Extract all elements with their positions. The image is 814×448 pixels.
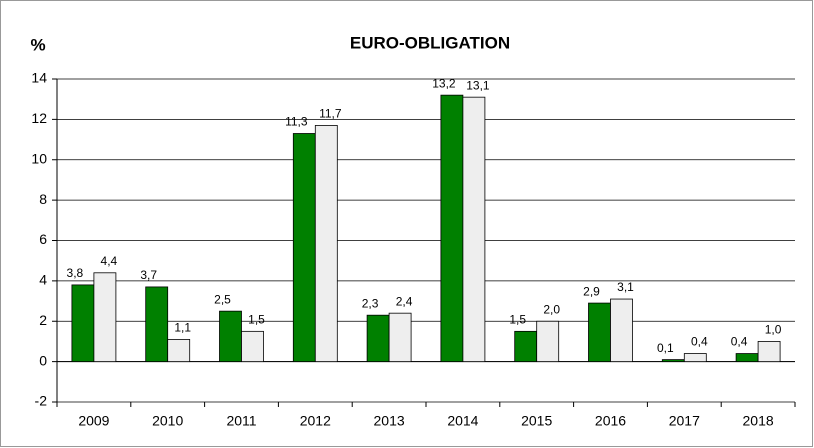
value-label: 1,5 (509, 313, 526, 327)
x-tick-label: 2010 (152, 413, 183, 429)
chart-title: EURO-OBLIGATION (350, 33, 510, 52)
bar (167, 339, 191, 363)
bar (292, 133, 316, 363)
y-axis-label: % (30, 35, 45, 54)
bar (388, 312, 412, 363)
value-label: 3,8 (67, 266, 84, 280)
bar (683, 353, 707, 363)
x-tick-label: 2015 (521, 413, 552, 429)
value-label: 13,2 (432, 76, 456, 90)
bar (93, 272, 117, 363)
bar (219, 310, 242, 363)
bar (661, 359, 685, 363)
bar (71, 284, 95, 363)
value-label: 1,0 (765, 323, 782, 337)
bar (735, 353, 759, 363)
bar (610, 298, 633, 363)
bar (536, 320, 560, 363)
value-label: 0,4 (731, 335, 748, 349)
x-tick-label: 2009 (78, 413, 109, 429)
bar (514, 330, 538, 363)
y-tick-label: 10 (31, 150, 47, 166)
bar (314, 125, 338, 363)
bar (145, 286, 169, 363)
bar (462, 96, 486, 363)
y-tick-label: 14 (31, 70, 47, 86)
value-label: 1,5 (248, 313, 265, 327)
y-tick-label: 8 (39, 191, 47, 207)
x-tick-label: 2016 (595, 413, 626, 429)
value-label: 2,9 (583, 284, 600, 298)
value-label: 11,7 (319, 107, 342, 121)
value-label: 2,3 (362, 296, 379, 310)
bar (366, 314, 390, 363)
y-tick-label: 2 (39, 312, 47, 328)
value-label: 4,4 (101, 254, 118, 268)
value-label: 1,1 (174, 321, 191, 335)
value-label: 3,7 (140, 268, 157, 282)
x-tick-label: 2014 (447, 413, 478, 429)
y-tick-label: 6 (39, 231, 47, 247)
y-tick-label: 12 (31, 110, 47, 126)
x-tick-label: 2018 (743, 413, 774, 429)
value-label: 2,5 (214, 292, 231, 306)
bar (588, 302, 611, 363)
y-tick-label: -2 (35, 393, 48, 409)
y-tick-label: 4 (39, 272, 47, 288)
value-label: 3,1 (617, 280, 634, 294)
x-tick-label: 2017 (669, 413, 700, 429)
x-tick-label: 2011 (226, 413, 256, 429)
value-label: 2,0 (543, 302, 560, 316)
bar (440, 94, 464, 363)
value-label: 11,3 (285, 115, 308, 129)
value-label: 13,1 (466, 78, 490, 92)
value-label: 2,4 (396, 294, 413, 308)
y-tick-label: 0 (39, 352, 47, 368)
bar (757, 341, 781, 363)
x-tick-label: 2013 (374, 413, 405, 429)
value-label: 0,4 (691, 335, 708, 349)
value-label: 0,1 (657, 341, 674, 355)
x-tick-label: 2012 (300, 413, 331, 429)
bar (241, 330, 264, 363)
